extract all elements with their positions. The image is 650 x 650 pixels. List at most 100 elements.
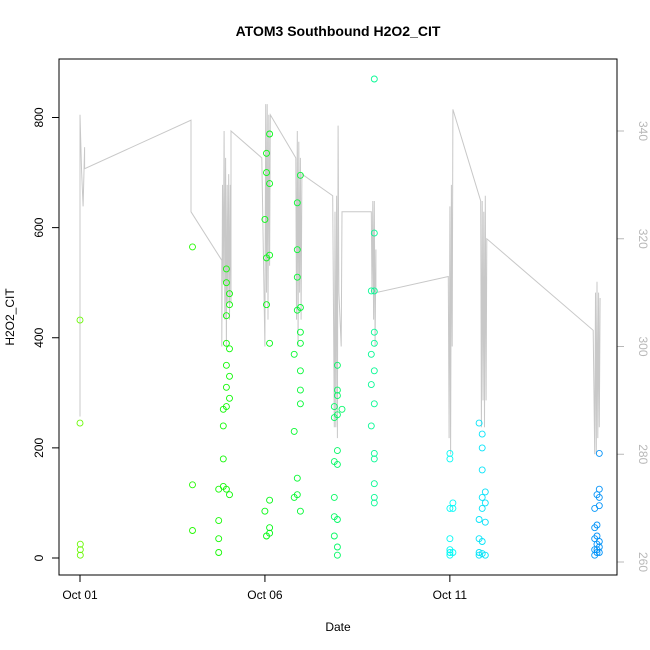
- data-point: [263, 301, 270, 309]
- y2-tick-label: 300: [636, 336, 650, 356]
- data-point: [449, 504, 457, 512]
- data-point: [367, 350, 375, 358]
- data-point: [226, 372, 233, 380]
- data-point: [370, 499, 378, 507]
- data-point: [266, 529, 274, 537]
- data-point: [475, 516, 483, 523]
- data-point: [330, 403, 338, 411]
- data-point: [333, 361, 341, 369]
- data-point: [222, 383, 230, 391]
- data-point: [76, 546, 84, 554]
- data-point: [595, 493, 603, 501]
- data-point: [370, 455, 378, 463]
- data-point: [478, 466, 486, 474]
- data-point: [296, 339, 304, 347]
- data-point: [296, 171, 304, 179]
- data-point: [222, 339, 230, 347]
- data-point: [293, 491, 301, 499]
- data-point: [296, 507, 304, 515]
- data-point: [189, 527, 196, 534]
- data-point: [76, 419, 84, 427]
- data-point: [449, 549, 457, 556]
- data-point: [338, 405, 346, 413]
- data-point: [293, 474, 301, 482]
- x-tick-label: Oct 01: [62, 588, 98, 602]
- axes-layer: Oct 01 Oct 06 Oct 11 0 200 400 600 800 260 280 300…: [32, 107, 650, 602]
- data-point: [333, 543, 341, 551]
- data-point: [370, 367, 378, 375]
- data-point: [481, 499, 489, 507]
- data-point: [76, 316, 84, 324]
- data-point: [370, 339, 378, 347]
- data-point: [296, 367, 304, 375]
- data-point: [226, 301, 233, 309]
- line-series: [79, 104, 601, 455]
- y-tick-label: 200: [32, 438, 46, 458]
- data-point: [595, 449, 603, 457]
- data-point: [367, 422, 375, 430]
- data-point: [370, 400, 378, 408]
- data-point: [263, 169, 270, 177]
- data-point: [215, 549, 223, 556]
- data-point: [478, 430, 486, 438]
- y2-tick-label: 340: [636, 121, 650, 141]
- data-point: [222, 265, 230, 273]
- data-point: [333, 392, 341, 400]
- data-point: [481, 518, 489, 526]
- data-point: [370, 287, 378, 295]
- data-point: [266, 180, 274, 188]
- data-point: [189, 481, 196, 489]
- data-point: [296, 386, 304, 394]
- data-point: [333, 411, 341, 419]
- data-point: [76, 551, 84, 559]
- data-point: [226, 394, 233, 402]
- data-point: [367, 287, 375, 295]
- x-tick-label: Oct 06: [247, 588, 283, 602]
- data-point: [296, 328, 304, 336]
- chart-title: ATOM3 Southbound H2O2_CIT: [236, 23, 441, 39]
- y2-tick-label: 260: [636, 552, 650, 572]
- data-point: [261, 507, 269, 515]
- data-point: [370, 493, 378, 501]
- data-point: [290, 427, 298, 435]
- data-point: [219, 455, 227, 463]
- data-point: [370, 229, 378, 237]
- y-tick-label: 0: [32, 554, 46, 561]
- data-point: [333, 386, 341, 394]
- data-point: [266, 524, 274, 532]
- data-point: [222, 485, 230, 493]
- data-point: [263, 149, 270, 157]
- data-point: [481, 488, 489, 496]
- data-point: [222, 279, 230, 287]
- y-axis-label: H2O2_CIT: [3, 288, 17, 346]
- data-point: [481, 551, 489, 559]
- data-point: [446, 455, 454, 463]
- data-point: [222, 312, 230, 320]
- data-point: [478, 538, 486, 545]
- data-point: [367, 381, 375, 389]
- data-point: [370, 480, 378, 488]
- data-point: [595, 538, 603, 545]
- y-tick-label: 600: [32, 217, 46, 237]
- line-series-layer: [79, 104, 601, 455]
- data-point: [333, 516, 341, 523]
- data-point: [226, 290, 233, 298]
- data-point: [293, 246, 301, 254]
- data-point: [475, 419, 483, 427]
- data-point: [219, 422, 227, 430]
- data-point: [293, 199, 301, 207]
- x-axis-label: Date: [325, 620, 351, 634]
- y2-tick-label: 280: [636, 444, 650, 464]
- data-point: [446, 449, 454, 457]
- data-point: [595, 485, 603, 493]
- data-point: [446, 504, 454, 512]
- data-point: [449, 499, 457, 507]
- x-tick-label: Oct 11: [433, 588, 468, 602]
- data-point: [215, 535, 223, 543]
- data-point: [226, 491, 233, 499]
- y2-tick-label: 320: [636, 229, 650, 249]
- point-layer: [76, 75, 603, 559]
- data-point: [595, 502, 603, 510]
- data-point: [478, 504, 486, 512]
- data-point: [293, 273, 301, 281]
